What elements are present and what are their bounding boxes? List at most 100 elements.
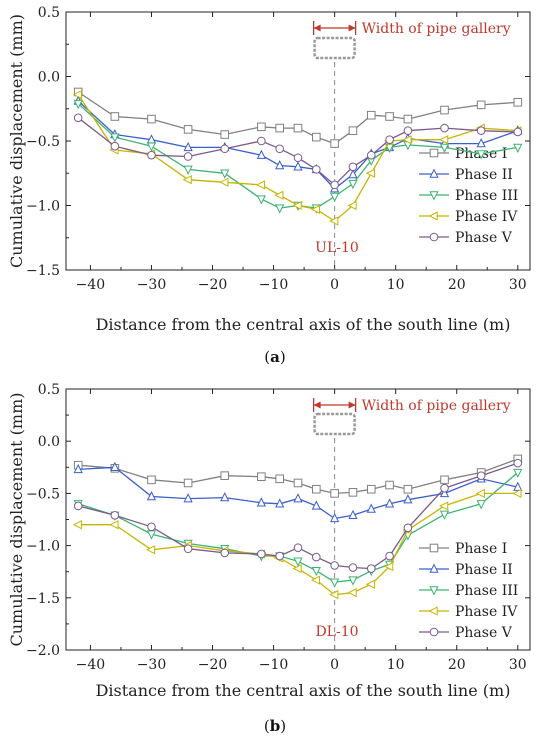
- data-point: [384, 561, 394, 572]
- data-point: [292, 200, 302, 211]
- data-point: [348, 162, 358, 172]
- series-line: [77, 91, 518, 145]
- data-point: [219, 177, 229, 187]
- panel-caption: (b): [264, 717, 286, 735]
- legend-entry: Phase IV: [419, 209, 518, 225]
- x-tick-label: 10: [387, 277, 405, 293]
- x-tick-label: −30: [137, 657, 167, 673]
- data-point: [183, 152, 193, 161]
- x-tick-label: −10: [259, 657, 289, 673]
- data-point: [293, 478, 303, 488]
- legend-entry: Phase II: [419, 562, 513, 578]
- data-point: [293, 161, 303, 171]
- data-point: [220, 471, 230, 480]
- data-point: [220, 130, 230, 139]
- data-point: [347, 200, 357, 211]
- data-point: [257, 122, 266, 132]
- x-tick-label: 10: [387, 657, 405, 673]
- data-point: [476, 126, 486, 135]
- data-point: [275, 123, 284, 133]
- gallery-arrowhead-left: [313, 24, 321, 32]
- pipe-gallery-box: [313, 412, 356, 436]
- data-point: [183, 141, 193, 152]
- series-phase-v: [73, 113, 523, 190]
- x-tick-label: 20: [448, 657, 466, 673]
- data-point: [384, 143, 395, 153]
- data-point: [183, 165, 193, 175]
- legend-label: Phase IV: [455, 209, 518, 225]
- y-axis-label: Cumulative displacement (mm): [7, 14, 26, 268]
- data-point: [145, 545, 156, 555]
- data-point: [311, 566, 321, 577]
- data-point: [348, 563, 358, 572]
- x-tick-label: −10: [259, 277, 289, 293]
- legend-marker: [429, 232, 439, 242]
- y-tick-label: −0.5: [26, 134, 60, 150]
- data-point: [348, 488, 358, 497]
- data-point: [330, 578, 340, 588]
- data-point: [476, 150, 486, 160]
- data-point: [329, 216, 339, 226]
- data-point: [220, 169, 230, 179]
- x-tick-label: 30: [509, 657, 527, 673]
- data-point: [439, 487, 450, 498]
- legend-entry: Phase II: [419, 167, 513, 183]
- legend-entry: Phase I: [419, 146, 507, 162]
- section-tag-label: UL-10: [315, 240, 359, 256]
- data-point: [310, 575, 321, 585]
- data-point: [348, 509, 358, 520]
- data-point: [275, 144, 284, 154]
- series-phase-ii: [73, 461, 523, 523]
- data-point: [330, 192, 340, 202]
- data-point: [311, 500, 321, 510]
- legend-entry: Phase V: [419, 230, 513, 246]
- data-point: [110, 511, 120, 520]
- x-tick-label: −30: [137, 277, 167, 293]
- legend-label: Phase II: [455, 562, 513, 578]
- chart-a: −1.5 −1.0 −0.5 0.0 0.5 −40 −30 −20 −10 0 10 20 30 Dis…: [7, 5, 531, 334]
- data-point: [403, 114, 413, 124]
- data-point: [182, 175, 192, 185]
- x-tick-label: −20: [198, 277, 228, 293]
- y-tick-label: −1.0: [26, 539, 60, 555]
- y-tick-label: 0.0: [38, 70, 60, 86]
- data-point: [348, 169, 358, 179]
- data-point: [512, 488, 522, 499]
- data-point: [330, 512, 340, 523]
- data-point: [147, 522, 156, 532]
- legend-label: Phase III: [455, 583, 518, 599]
- data-point: [220, 144, 230, 154]
- data-point: [257, 136, 266, 146]
- series-phase-i: [73, 454, 523, 498]
- legend-marker: [428, 211, 438, 221]
- data-point: [110, 141, 120, 151]
- legend-label: Phase III: [455, 188, 518, 204]
- data-point: [256, 149, 266, 159]
- x-tick-label: 20: [448, 277, 466, 293]
- data-point: [439, 143, 450, 153]
- data-point: [110, 112, 120, 121]
- legend-label: Phase V: [455, 625, 513, 641]
- y-tick-label: 0.5: [38, 382, 60, 398]
- data-point: [275, 498, 285, 508]
- y-tick-label: −0.5: [26, 486, 60, 502]
- data-point: [312, 552, 321, 562]
- data-point: [513, 481, 523, 491]
- data-point: [403, 494, 413, 504]
- data-point: [255, 180, 266, 190]
- data-point: [513, 468, 523, 479]
- data-point: [348, 576, 358, 586]
- data-point: [476, 100, 486, 110]
- data-point: [439, 510, 450, 520]
- data-point: [146, 491, 157, 501]
- data-point: [275, 204, 285, 214]
- y-tick-label: −1.5: [26, 263, 60, 279]
- data-point: [312, 132, 321, 142]
- data-point: [513, 458, 523, 468]
- legend-marker: [429, 627, 439, 637]
- data-point: [275, 159, 285, 170]
- data-point: [476, 471, 486, 480]
- x-tick-label: −20: [198, 657, 228, 673]
- data-point: [293, 493, 303, 503]
